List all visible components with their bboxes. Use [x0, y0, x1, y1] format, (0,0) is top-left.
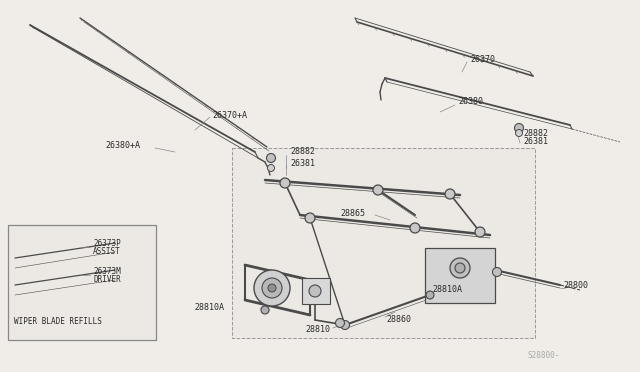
- Circle shape: [445, 189, 455, 199]
- Circle shape: [268, 164, 275, 171]
- Circle shape: [493, 267, 502, 276]
- Circle shape: [261, 306, 269, 314]
- Circle shape: [280, 178, 290, 188]
- Circle shape: [515, 129, 522, 137]
- Text: 28882: 28882: [523, 128, 548, 138]
- Circle shape: [266, 154, 275, 163]
- Circle shape: [455, 263, 465, 273]
- Bar: [302, 278, 330, 304]
- Circle shape: [515, 124, 524, 132]
- Text: 26381: 26381: [523, 137, 548, 145]
- Text: 28800: 28800: [563, 282, 588, 291]
- Text: ASSIST: ASSIST: [93, 247, 121, 256]
- Circle shape: [426, 291, 434, 299]
- Text: 26373P: 26373P: [93, 240, 121, 248]
- Text: 28860: 28860: [386, 315, 411, 324]
- Text: S28800-: S28800-: [528, 350, 561, 359]
- Circle shape: [410, 223, 420, 233]
- Text: 26373M: 26373M: [93, 267, 121, 276]
- Text: 28882: 28882: [290, 148, 315, 157]
- Text: 28810: 28810: [305, 326, 330, 334]
- Text: 28810A: 28810A: [432, 285, 462, 295]
- Circle shape: [475, 227, 485, 237]
- Text: 26381: 26381: [290, 158, 315, 167]
- Text: 28810A: 28810A: [194, 302, 224, 311]
- Text: 26370: 26370: [470, 55, 495, 64]
- Text: DRIVER: DRIVER: [93, 275, 121, 283]
- Circle shape: [335, 318, 344, 327]
- Text: 26380: 26380: [458, 97, 483, 106]
- Text: 26380+A: 26380+A: [105, 141, 140, 151]
- Circle shape: [450, 258, 470, 278]
- Circle shape: [340, 321, 349, 330]
- Circle shape: [373, 185, 383, 195]
- Text: 28865: 28865: [340, 208, 365, 218]
- Circle shape: [254, 270, 290, 306]
- Bar: [232, 148, 535, 338]
- Bar: [425, 248, 495, 303]
- Circle shape: [305, 213, 315, 223]
- Bar: [8, 225, 156, 340]
- Text: 26370+A: 26370+A: [212, 110, 247, 119]
- Circle shape: [268, 284, 276, 292]
- Circle shape: [309, 285, 321, 297]
- Circle shape: [262, 278, 282, 298]
- Text: WIPER BLADE REFILLS: WIPER BLADE REFILLS: [14, 317, 102, 327]
